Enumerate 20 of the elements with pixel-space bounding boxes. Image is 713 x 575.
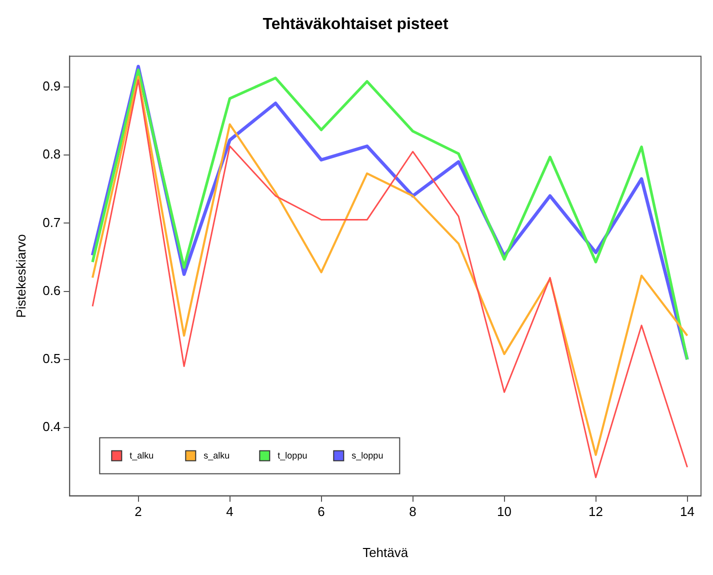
y-tick-label: 0.5	[42, 351, 61, 366]
y-tick-label: 0.4	[42, 419, 61, 434]
x-axis-title: Tehtävä	[362, 544, 409, 560]
x-tick-label: 14	[680, 504, 695, 520]
x-tick-label: 6	[318, 504, 325, 520]
x-tick-label: 2	[134, 504, 142, 520]
legend-label: s_alku	[204, 450, 230, 460]
y-tick-label: 0.9	[42, 78, 61, 94]
x-tick-label: 8	[409, 504, 416, 520]
y-tick-label: 0.7	[42, 214, 61, 230]
chart-title: Tehtäväkohtaiset pisteet	[262, 16, 449, 34]
x-tick-label: 12	[588, 504, 604, 520]
y-tick-label: 0.8	[42, 146, 61, 162]
legend-label: s_loppu	[352, 450, 384, 460]
x-tick-label: 4	[226, 504, 234, 520]
y-axis-title: Pistekeskiarvo	[13, 234, 28, 318]
y-tick-label: 0.6	[42, 282, 61, 298]
legend-label: t_alku	[130, 450, 154, 460]
x-tick-label: 10	[497, 504, 512, 520]
legend-label: t_loppu	[278, 450, 308, 460]
